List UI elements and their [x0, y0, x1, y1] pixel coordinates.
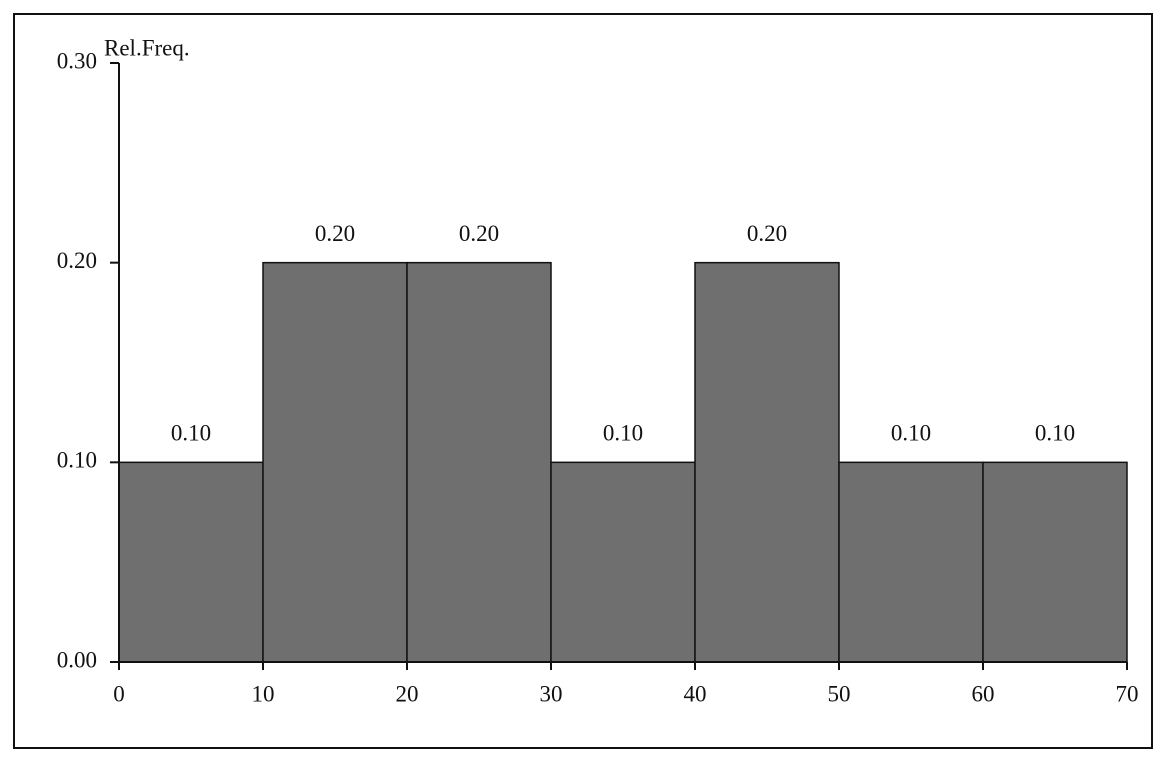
x-tick-label: 50 — [828, 681, 851, 706]
value-label: 0.20 — [459, 221, 499, 246]
x-tick-label: 20 — [396, 681, 419, 706]
bar — [982, 461, 1128, 663]
value-label: 0.20 — [747, 221, 787, 246]
value-label: 0.10 — [603, 421, 643, 446]
bar — [262, 261, 408, 663]
value-label: 0.10 — [171, 421, 211, 446]
x-tick-label: 10 — [252, 681, 275, 706]
x-tick-label: 30 — [540, 681, 563, 706]
value-label: 0.10 — [891, 421, 931, 446]
value-label: 0.10 — [1035, 421, 1075, 446]
y-tick-label: 0.00 — [57, 647, 97, 672]
x-tick-label: 60 — [972, 681, 995, 706]
x-tick-label: 70 — [1116, 681, 1139, 706]
bar — [694, 261, 840, 663]
frame — [13, 13, 1153, 749]
y-tick-label: 0.20 — [57, 248, 97, 273]
bar — [406, 261, 552, 663]
y-tick-label: 0.30 — [57, 48, 97, 73]
x-tick-label: 0 — [113, 681, 125, 706]
y-tick-label: 0.10 — [57, 448, 97, 473]
y-axis-label: Rel.Freq. — [104, 35, 190, 60]
bar — [550, 461, 696, 663]
bar — [838, 461, 984, 663]
bar — [118, 461, 264, 663]
x-tick-label: 40 — [684, 681, 707, 706]
value-label: 0.20 — [315, 221, 355, 246]
